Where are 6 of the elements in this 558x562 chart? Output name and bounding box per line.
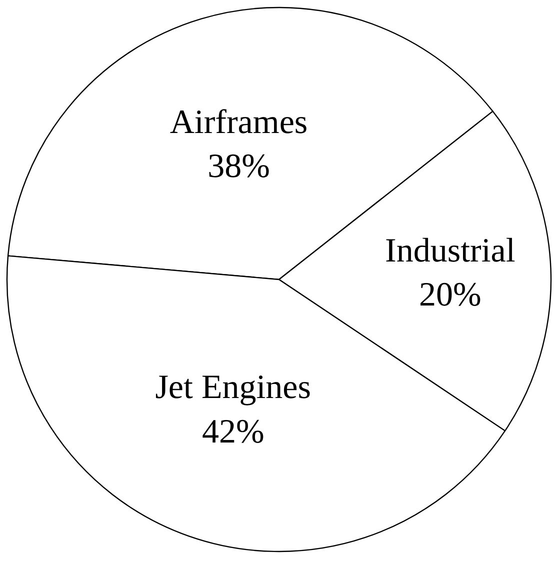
slice-label: Jet Engines (155, 369, 312, 406)
data-label: 42% (202, 413, 264, 450)
data-label: 20% (419, 276, 482, 314)
slice-label: Airframes (170, 104, 308, 141)
slice-label: Industrial (385, 232, 516, 270)
data-label: 38% (208, 148, 270, 186)
